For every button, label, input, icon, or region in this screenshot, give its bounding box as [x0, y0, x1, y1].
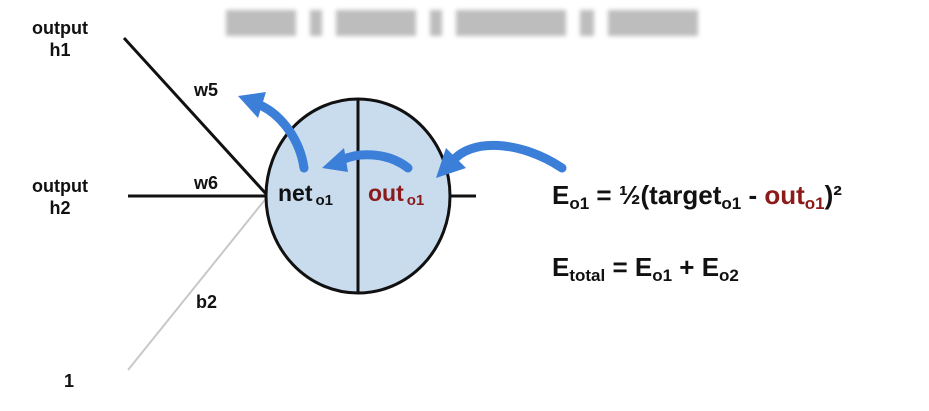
- net-text: net: [278, 180, 313, 206]
- weight-label-w5: w5: [194, 80, 219, 100]
- arrow-net-to-w5: [257, 101, 309, 173]
- input-label-h1: output h1: [32, 17, 88, 61]
- out-text: out: [368, 180, 404, 206]
- input-label-h1-line2: h1: [49, 40, 71, 60]
- input-label-h2: output h2: [32, 175, 88, 219]
- eq2-plus: + E: [672, 252, 720, 282]
- weight-label-w6: w6: [194, 173, 219, 193]
- eq2-sub2: o2: [719, 266, 739, 285]
- blurred-title: [226, 4, 736, 44]
- error-equation-o1: Eo1 = ½(targeto1 - outo1)²: [552, 180, 842, 214]
- out-subscript: o1: [406, 192, 425, 209]
- eq2-lhs: E: [552, 252, 570, 282]
- weight-label-b2: b2: [196, 292, 218, 312]
- arrow-into-out-head: [436, 148, 466, 178]
- connection-h1: [122, 36, 270, 198]
- eq1-tail: )²: [824, 180, 842, 210]
- input-label-h1-line1: output: [32, 18, 88, 38]
- connection-bias: [127, 195, 269, 371]
- neuron-out-label: out o1: [368, 180, 424, 209]
- arrow-out-to-net-head: [322, 148, 348, 172]
- eq2-mid: = E: [605, 252, 653, 282]
- eq2-sub1: o1: [652, 266, 673, 285]
- eq1-lhs: E: [552, 180, 570, 210]
- net-subscript: o1: [315, 192, 334, 209]
- neuron-net-label: net o1: [278, 180, 333, 209]
- arrow-out-to-net: [337, 150, 413, 173]
- eq1-mid: = ½(target: [589, 180, 722, 210]
- eq2-lhs-sub: total: [569, 266, 606, 285]
- eq1-minus: -: [741, 180, 765, 210]
- input-label-h2-line2: h2: [49, 198, 71, 218]
- arrow-net-to-w5-head: [238, 92, 266, 118]
- arrow-into-out: [447, 141, 567, 173]
- input-label-h2-line1: output: [32, 176, 88, 196]
- eq1-lhs-sub: o1: [569, 194, 590, 213]
- error-equation-total: Etotal = Eo1 + Eo2: [552, 252, 739, 286]
- input-label-bias: 1: [64, 371, 75, 391]
- eq1-out-sub: o1: [804, 194, 825, 213]
- eq1-target-sub: o1: [721, 194, 742, 213]
- eq1-out: out: [764, 180, 805, 210]
